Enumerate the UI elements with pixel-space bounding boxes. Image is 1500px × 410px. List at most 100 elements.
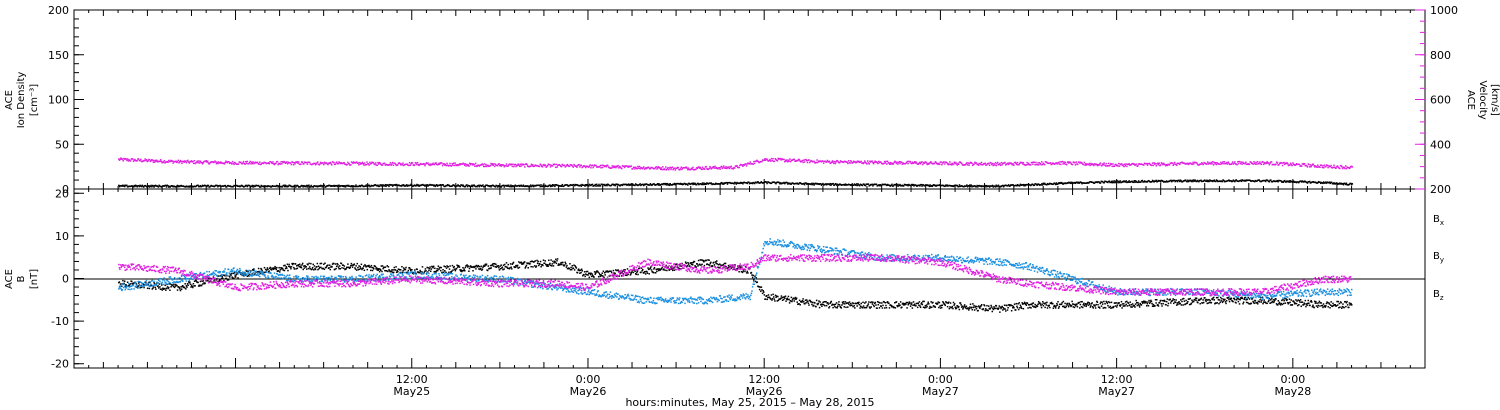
data-point (915, 304, 917, 307)
data-point (1200, 179, 1202, 182)
data-point (1212, 164, 1215, 166)
data-point (485, 165, 488, 168)
data-point (1055, 162, 1058, 164)
data-point (1226, 163, 1229, 165)
data-point (1137, 180, 1140, 182)
data-point (269, 266, 272, 269)
data-point (163, 160, 166, 162)
data-point (726, 167, 728, 170)
data-point (277, 186, 279, 188)
data-point (835, 302, 838, 304)
data-point (201, 163, 204, 165)
data-point (485, 263, 488, 265)
data-point (833, 162, 835, 165)
data-point (1322, 165, 1324, 167)
data-point (322, 267, 324, 270)
data-point (459, 270, 462, 272)
data-point (125, 158, 127, 160)
data-point (604, 184, 607, 187)
data-point (975, 186, 978, 188)
data-point (347, 263, 349, 265)
data-point (812, 304, 815, 307)
data-point (314, 162, 316, 165)
data-point (1173, 161, 1176, 164)
data-point (433, 163, 436, 166)
data-point (302, 186, 304, 188)
data-point (745, 163, 747, 165)
data-point (444, 270, 446, 272)
data-point (123, 185, 126, 188)
data-point (140, 286, 143, 288)
data-point (760, 286, 763, 288)
data-point (451, 270, 453, 272)
data-point (507, 263, 509, 266)
data-point (860, 160, 862, 163)
data-point (225, 186, 228, 188)
data-point (1078, 161, 1080, 163)
data-point (1345, 182, 1348, 185)
data-point (1186, 180, 1188, 183)
data-point (989, 307, 992, 309)
data-point (323, 184, 326, 187)
data-point (342, 264, 344, 266)
data-point (1221, 180, 1224, 183)
data-point (1068, 162, 1070, 164)
data-point (312, 263, 314, 266)
data-point (298, 265, 300, 268)
data-point (629, 274, 632, 276)
data-point (922, 184, 925, 186)
data-point (360, 267, 362, 270)
data-point (637, 273, 639, 276)
data-point (579, 272, 581, 274)
data-point (733, 268, 735, 271)
data-point (306, 163, 309, 165)
data-point (701, 166, 704, 169)
data-point (858, 303, 861, 306)
data-point (802, 301, 805, 303)
data-point (886, 163, 888, 165)
data-point (844, 303, 846, 305)
data-point (964, 164, 967, 166)
data-point (1032, 305, 1034, 307)
data-point (848, 303, 850, 306)
data-point (1234, 161, 1236, 163)
data-point (835, 161, 837, 163)
data-point (913, 303, 916, 305)
data-point (1016, 163, 1018, 166)
data-point (884, 162, 887, 164)
data-point (294, 263, 297, 265)
data-point (1038, 164, 1040, 166)
data-point (424, 185, 426, 187)
data-point (935, 161, 937, 164)
data-point (1344, 182, 1346, 185)
data-point (568, 184, 571, 187)
data-point (427, 267, 430, 269)
data-point (681, 168, 683, 171)
data-point (656, 182, 659, 185)
data-point (149, 281, 151, 284)
data-point (510, 163, 513, 165)
data-point (752, 163, 754, 165)
data-point (929, 161, 931, 164)
data-point (331, 263, 334, 265)
data-point (638, 183, 641, 186)
data-point (805, 302, 807, 304)
data-point (923, 307, 926, 309)
data-point (994, 164, 996, 166)
data-point (325, 162, 328, 164)
data-point (838, 301, 840, 303)
data-point (648, 273, 650, 275)
data-point (850, 159, 852, 162)
data-point (702, 183, 705, 186)
data-point (771, 159, 774, 162)
data-point (953, 304, 955, 306)
data-point (997, 184, 1000, 187)
data-point (864, 184, 867, 187)
data-point (841, 301, 844, 304)
data-point (1285, 181, 1287, 183)
data-point (503, 186, 506, 188)
data-point (494, 266, 497, 268)
data-point (546, 265, 548, 267)
data-point (172, 162, 174, 164)
data-point (878, 307, 881, 309)
